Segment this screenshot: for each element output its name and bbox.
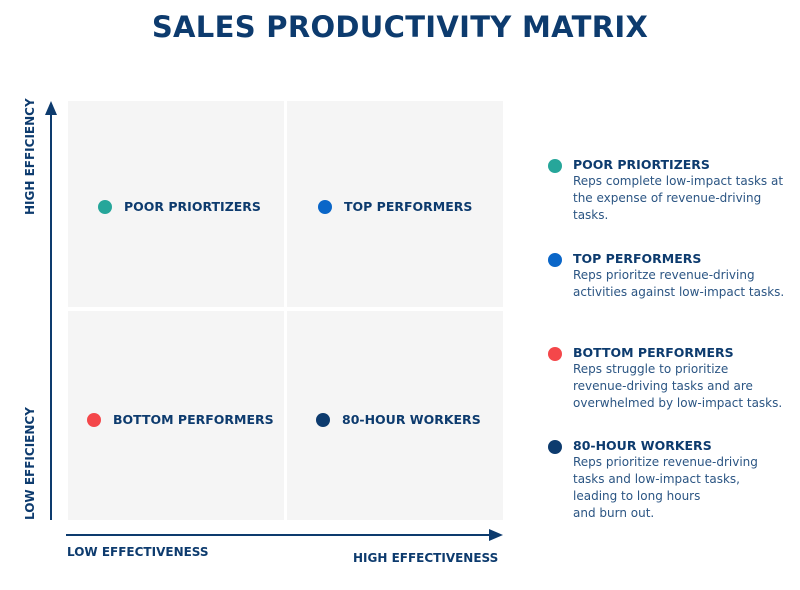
legend-item-poor-priortizers: POOR PRIORTIZERS Reps complete low-impac…: [545, 157, 795, 224]
quadrant-80-hour-workers: 80-HOUR WORKERS: [287, 311, 503, 520]
legend-title: 80-HOUR WORKERS: [573, 438, 712, 453]
quadrant-label-text: POOR PRIORTIZERS: [124, 199, 261, 214]
page-title: SALES PRODUCTIVITY MATRIX: [151, 10, 649, 44]
legend-item-top-performers: TOP PERFORMERS Reps prioritze revenue-dr…: [545, 251, 795, 301]
legend-item-bottom-performers: BOTTOM PERFORMERS Reps struggle to prior…: [545, 345, 795, 412]
legend-description: Reps complete low-impact tasks at the ex…: [573, 174, 784, 222]
y-axis-arrow-icon: [45, 101, 57, 115]
x-axis-high-label: HIGH EFFECTIVENESS: [353, 551, 499, 565]
quadrant-label: 80-HOUR WORKERS: [316, 412, 481, 427]
quadrant-label: BOTTOM PERFORMERS: [87, 412, 274, 427]
quadrant-label-text: 80-HOUR WORKERS: [342, 412, 481, 427]
quadrant-label: POOR PRIORTIZERS: [98, 199, 261, 214]
quadrant-top-performers: TOP PERFORMERS: [287, 101, 503, 307]
quadrant-bottom-performers: BOTTOM PERFORMERS: [68, 311, 284, 520]
quadrant-label: TOP PERFORMERS: [318, 199, 472, 214]
legend-title: BOTTOM PERFORMERS: [573, 345, 734, 360]
legend-description: Reps struggle to prioritize revenue-driv…: [573, 362, 783, 410]
navy-dot-icon: [548, 440, 562, 454]
x-axis-low-label: LOW EFFECTIVENESS: [67, 545, 209, 559]
teal-dot-icon: [548, 159, 562, 173]
y-axis-line: [50, 112, 52, 520]
teal-dot-icon: [98, 199, 112, 214]
x-axis-line: [66, 534, 491, 536]
red-dot-icon: [548, 347, 562, 361]
y-axis-high-label: HIGH EFFICIENCY: [23, 98, 37, 215]
x-axis-arrow-icon: [489, 529, 503, 541]
legend-title: TOP PERFORMERS: [573, 251, 702, 266]
y-axis-low-label: LOW EFFICIENCY: [23, 407, 37, 520]
blue-dot-icon: [318, 199, 332, 214]
legend-description: Reps prioritze revenue-driving activitie…: [573, 268, 785, 299]
quadrant-label-text: BOTTOM PERFORMERS: [113, 412, 274, 427]
legend-title: POOR PRIORTIZERS: [573, 157, 710, 172]
blue-dot-icon: [548, 253, 562, 267]
red-dot-icon: [87, 412, 101, 427]
quadrant-label-text: TOP PERFORMERS: [344, 199, 473, 214]
navy-dot-icon: [316, 412, 330, 427]
legend-item-80-hour-workers: 80-HOUR WORKERS Reps prioritize revenue-…: [545, 438, 795, 522]
quadrant-poor-priortizers: POOR PRIORTIZERS: [68, 101, 284, 307]
legend-description: Reps prioritize revenue-driving tasks an…: [573, 455, 758, 520]
